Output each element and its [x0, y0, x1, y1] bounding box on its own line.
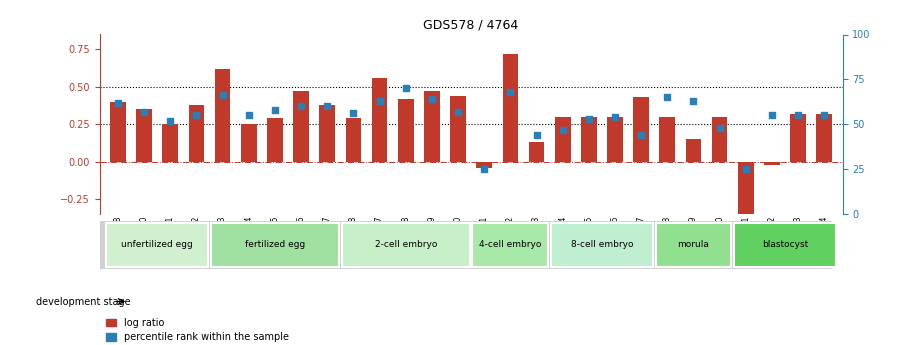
Point: [582, 116, 596, 121]
Point: [111, 100, 125, 106]
Point: [738, 166, 753, 172]
FancyBboxPatch shape: [472, 223, 548, 267]
Bar: [686, 139, 701, 161]
Bar: [215, 69, 230, 161]
FancyBboxPatch shape: [551, 223, 653, 267]
Point: [425, 96, 439, 102]
Text: blastocyst: blastocyst: [762, 240, 808, 249]
FancyBboxPatch shape: [656, 223, 731, 267]
Bar: [162, 124, 178, 161]
Bar: [554, 117, 571, 161]
Title: GDS578 / 4764: GDS578 / 4764: [423, 19, 519, 32]
Bar: [450, 96, 466, 161]
Point: [817, 112, 832, 118]
Bar: [267, 118, 283, 161]
Point: [137, 109, 151, 115]
Bar: [529, 142, 545, 161]
Point: [712, 125, 727, 130]
Point: [294, 104, 308, 109]
Bar: [660, 117, 675, 161]
Text: 4-cell embryo: 4-cell embryo: [479, 240, 542, 249]
Bar: [633, 97, 649, 161]
Bar: [607, 117, 622, 161]
Point: [163, 118, 178, 124]
Point: [451, 109, 466, 115]
Point: [660, 95, 675, 100]
Point: [189, 112, 204, 118]
Bar: [738, 161, 754, 214]
Text: 8-cell embryo: 8-cell embryo: [571, 240, 633, 249]
Bar: [371, 78, 388, 161]
Bar: [345, 118, 361, 161]
Bar: [398, 99, 413, 161]
Point: [503, 89, 517, 95]
Bar: [477, 161, 492, 168]
Bar: [712, 117, 728, 161]
Text: fertilized egg: fertilized egg: [245, 240, 305, 249]
Bar: [188, 105, 204, 161]
Bar: [320, 105, 335, 161]
Point: [267, 107, 282, 112]
Bar: [790, 114, 806, 161]
Bar: [503, 54, 518, 161]
Bar: [294, 91, 309, 161]
Bar: [816, 114, 832, 161]
Text: morula: morula: [678, 240, 709, 249]
Point: [634, 132, 649, 138]
Point: [529, 132, 544, 138]
Point: [791, 112, 805, 118]
Point: [372, 98, 387, 104]
Bar: [136, 109, 152, 161]
Bar: [764, 161, 780, 165]
FancyBboxPatch shape: [211, 223, 339, 267]
FancyBboxPatch shape: [342, 223, 470, 267]
Text: development stage: development stage: [36, 297, 130, 306]
Point: [765, 112, 779, 118]
Text: unfertilized egg: unfertilized egg: [121, 240, 193, 249]
Point: [320, 104, 334, 109]
Text: 2-cell embryo: 2-cell embryo: [374, 240, 437, 249]
Point: [346, 111, 361, 116]
Point: [555, 127, 570, 132]
Point: [242, 112, 256, 118]
Legend: log ratio, percentile rank within the sample: log ratio, percentile rank within the sa…: [102, 314, 293, 345]
Bar: [581, 117, 597, 161]
Point: [477, 166, 491, 172]
Point: [399, 86, 413, 91]
Point: [686, 98, 700, 104]
Point: [608, 114, 622, 120]
FancyBboxPatch shape: [734, 223, 836, 267]
Bar: [424, 91, 439, 161]
Bar: [241, 124, 256, 161]
Point: [216, 93, 230, 98]
FancyBboxPatch shape: [106, 223, 208, 267]
Bar: [111, 102, 126, 161]
